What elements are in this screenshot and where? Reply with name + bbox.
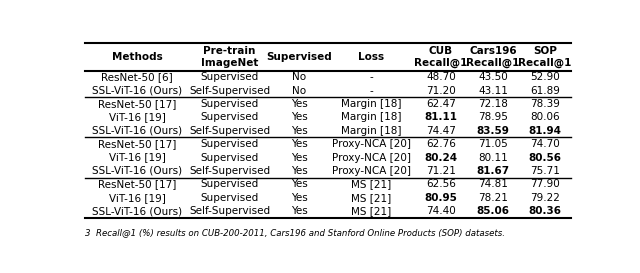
Text: Yes: Yes: [291, 112, 307, 122]
Text: 74.70: 74.70: [530, 139, 560, 149]
Text: 52.90: 52.90: [530, 72, 560, 82]
Text: 43.50: 43.50: [478, 72, 508, 82]
Text: Supervised: Supervised: [200, 193, 259, 203]
Text: SSL-ViT-16 (Ours): SSL-ViT-16 (Ours): [92, 206, 182, 216]
Text: Supervised: Supervised: [200, 72, 259, 82]
Text: Supervised: Supervised: [200, 179, 259, 189]
Text: 3  Recall@1 (%) results on CUB-200-2011, Cars196 and Stanford Online Products (S: 3 Recall@1 (%) results on CUB-200-2011, …: [85, 228, 505, 237]
Text: 71.05: 71.05: [478, 139, 508, 149]
Text: ViT-16 [19]: ViT-16 [19]: [109, 193, 166, 203]
Text: 62.76: 62.76: [426, 139, 456, 149]
Text: SSL-ViT-16 (Ours): SSL-ViT-16 (Ours): [92, 166, 182, 176]
Text: 83.59: 83.59: [477, 126, 509, 136]
Text: ViT-16 [19]: ViT-16 [19]: [109, 153, 166, 162]
Text: Yes: Yes: [291, 153, 307, 162]
Text: No: No: [292, 72, 306, 82]
Text: MS [21]: MS [21]: [351, 193, 392, 203]
Text: No: No: [292, 86, 306, 96]
Text: Self-Supervised: Self-Supervised: [189, 166, 270, 176]
Text: Self-Supervised: Self-Supervised: [189, 86, 270, 96]
Text: Supervised: Supervised: [200, 153, 259, 162]
Text: 80.24: 80.24: [424, 153, 458, 162]
Text: SOP
Recall@1: SOP Recall@1: [518, 46, 572, 68]
Text: Supervised: Supervised: [266, 52, 332, 62]
Text: -: -: [369, 86, 373, 96]
Text: MS [21]: MS [21]: [351, 179, 392, 189]
Text: 74.81: 74.81: [478, 179, 508, 189]
Text: 74.47: 74.47: [426, 126, 456, 136]
Text: Self-Supervised: Self-Supervised: [189, 126, 270, 136]
Text: Pre-train
ImageNet: Pre-train ImageNet: [201, 46, 259, 68]
Text: 80.56: 80.56: [529, 153, 561, 162]
Text: SSL-ViT-16 (Ours): SSL-ViT-16 (Ours): [92, 126, 182, 136]
Text: 71.20: 71.20: [426, 86, 456, 96]
Text: 81.94: 81.94: [529, 126, 561, 136]
Text: Yes: Yes: [291, 206, 307, 216]
Text: Yes: Yes: [291, 139, 307, 149]
Text: SSL-ViT-16 (Ours): SSL-ViT-16 (Ours): [92, 86, 182, 96]
Text: Supervised: Supervised: [200, 139, 259, 149]
Text: ResNet-50 [17]: ResNet-50 [17]: [98, 99, 176, 109]
Text: ResNet-50 [6]: ResNet-50 [6]: [101, 72, 173, 82]
Text: 78.21: 78.21: [478, 193, 508, 203]
Text: Yes: Yes: [291, 99, 307, 109]
Text: 75.71: 75.71: [530, 166, 560, 176]
Text: Yes: Yes: [291, 179, 307, 189]
Text: 80.06: 80.06: [530, 112, 560, 122]
Text: ResNet-50 [17]: ResNet-50 [17]: [98, 139, 176, 149]
Text: Supervised: Supervised: [200, 112, 259, 122]
Text: Margin [18]: Margin [18]: [341, 126, 402, 136]
Text: 74.40: 74.40: [426, 206, 456, 216]
Text: 71.21: 71.21: [426, 166, 456, 176]
Text: 80.11: 80.11: [478, 153, 508, 162]
Text: MS [21]: MS [21]: [351, 206, 392, 216]
Text: Margin [18]: Margin [18]: [341, 112, 402, 122]
Text: Proxy-NCA [20]: Proxy-NCA [20]: [332, 139, 411, 149]
Text: ResNet-50 [17]: ResNet-50 [17]: [98, 179, 176, 189]
Text: 61.89: 61.89: [530, 86, 560, 96]
Text: Proxy-NCA [20]: Proxy-NCA [20]: [332, 153, 411, 162]
Text: 43.11: 43.11: [478, 86, 508, 96]
Text: ViT-16 [19]: ViT-16 [19]: [109, 112, 166, 122]
Text: -: -: [369, 72, 373, 82]
Text: 62.56: 62.56: [426, 179, 456, 189]
Text: 48.70: 48.70: [426, 72, 456, 82]
Text: Methods: Methods: [111, 52, 163, 62]
Text: Proxy-NCA [20]: Proxy-NCA [20]: [332, 166, 411, 176]
Text: 80.95: 80.95: [424, 193, 457, 203]
Text: 79.22: 79.22: [530, 193, 560, 203]
Text: 78.39: 78.39: [530, 99, 560, 109]
Text: Yes: Yes: [291, 193, 307, 203]
Text: 78.95: 78.95: [478, 112, 508, 122]
Text: Loss: Loss: [358, 52, 385, 62]
Text: Cars196
Recall@1: Cars196 Recall@1: [466, 46, 520, 68]
Text: Self-Supervised: Self-Supervised: [189, 206, 270, 216]
Text: Yes: Yes: [291, 126, 307, 136]
Text: CUB
Recall@1: CUB Recall@1: [414, 46, 468, 68]
Text: 81.11: 81.11: [424, 112, 458, 122]
Text: 62.47: 62.47: [426, 99, 456, 109]
Text: 81.67: 81.67: [476, 166, 509, 176]
Text: 72.18: 72.18: [478, 99, 508, 109]
Text: Margin [18]: Margin [18]: [341, 99, 402, 109]
Text: 80.36: 80.36: [529, 206, 561, 216]
Text: Yes: Yes: [291, 166, 307, 176]
Text: 85.06: 85.06: [476, 206, 509, 216]
Text: 77.90: 77.90: [530, 179, 560, 189]
Text: Supervised: Supervised: [200, 99, 259, 109]
